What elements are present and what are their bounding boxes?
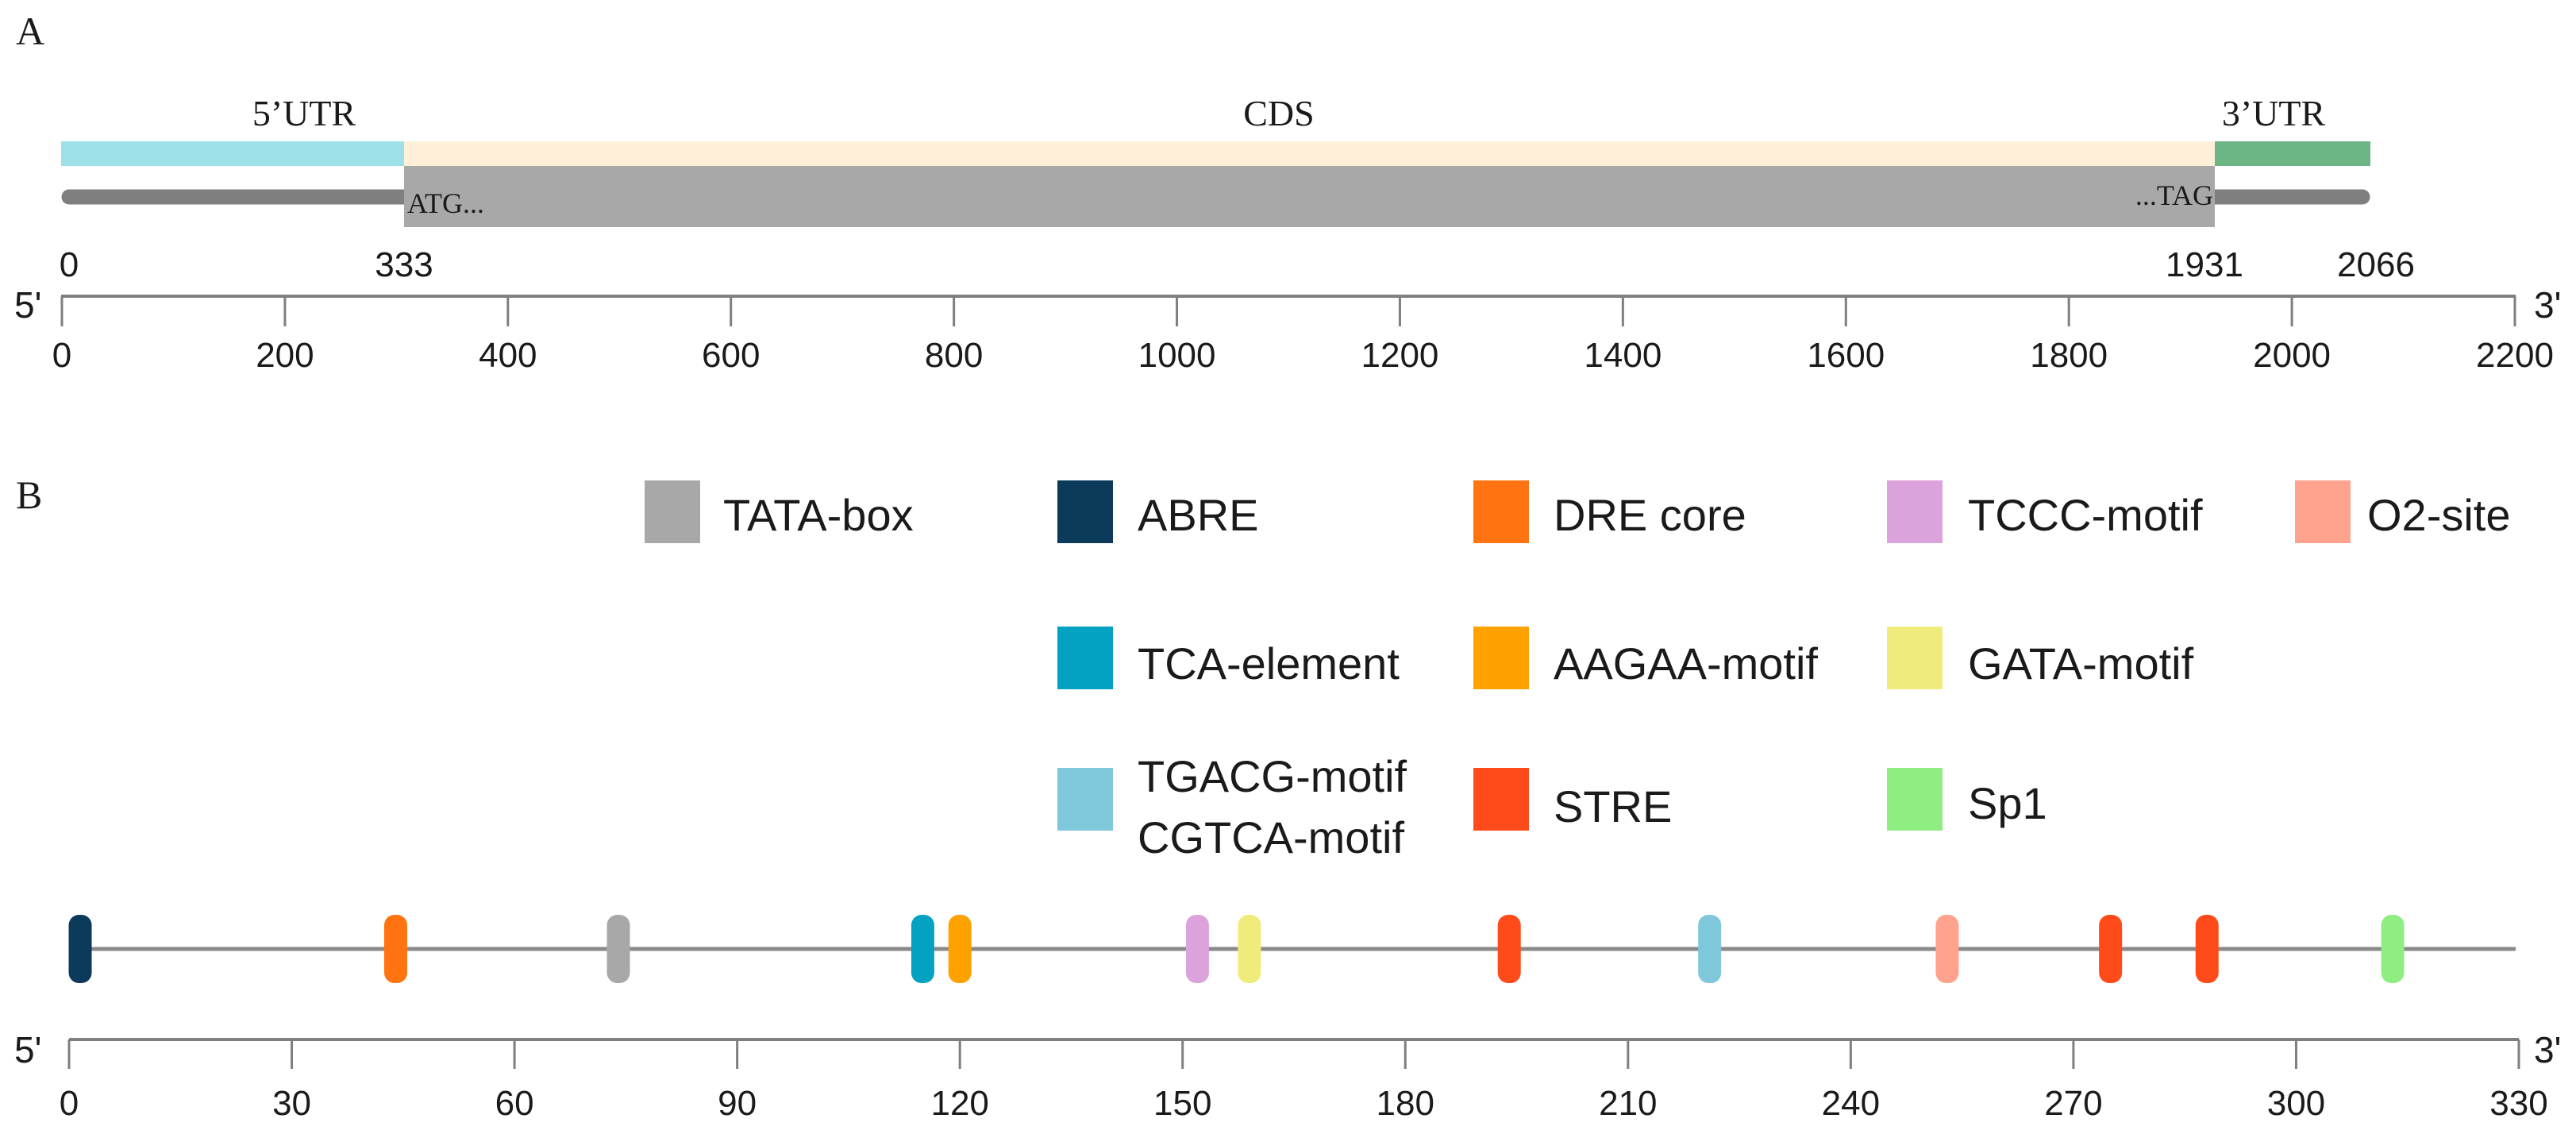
utr5-label: 5’UTR — [252, 93, 356, 133]
boundary-label: 2066 — [2337, 245, 2415, 284]
axis-b-tick-label: 210 — [1599, 1084, 1657, 1123]
legend-label: Sp1 — [1968, 778, 2047, 828]
legend-swatch — [1887, 480, 1943, 543]
legend-item-stre: STRE — [1473, 768, 1672, 831]
boundary-label: 0 — [60, 245, 79, 284]
legend-swatch — [1057, 768, 1113, 831]
axis-b-tick-label: 90 — [718, 1084, 757, 1123]
axis-a-tick-label: 2200 — [2476, 336, 2554, 375]
axis-b-tick-label: 330 — [2489, 1084, 2547, 1123]
legend-item-tgacg-cgtca-motif: TGACG-motif CGTCA-motif — [1057, 751, 1407, 862]
axis-a-tick-label: 600 — [702, 336, 760, 375]
axis-a: 5' 3' 0 200 400 600 800 1000 1200 1400 1600 1800 2… — [14, 284, 2561, 375]
axis-b-tick-label: 60 — [495, 1084, 534, 1123]
axis-b: 5' 3' 0 30 60 90 120 150 180 210 240 270 300 330 — [14, 1029, 2561, 1123]
legend-swatch — [645, 480, 700, 543]
legend-swatch — [2295, 480, 2351, 543]
cis-element-marker — [1497, 915, 1521, 983]
legend-label: DRE core — [1554, 490, 1746, 540]
axis-a-tick-label: 800 — [925, 336, 983, 375]
start-codon-label: ATG... — [407, 187, 484, 219]
cis-element-marker — [911, 915, 934, 983]
legend-label: TCCC-motif — [1968, 490, 2203, 540]
cis-element-marker — [68, 915, 92, 983]
cis-element-marker — [1935, 915, 1959, 983]
axis-a-tick-label: 200 — [256, 336, 314, 375]
axis-b-tick-label: 240 — [1822, 1084, 1880, 1123]
legend-item-tccc-motif: TCCC-motif — [1887, 480, 2203, 543]
cis-element-marker — [2099, 915, 2123, 983]
axis-a-tick-label: 1600 — [1807, 336, 1885, 375]
legend-item-abre: ABRE — [1057, 480, 1259, 543]
legend-item-gata-motif: GATA-motif — [1887, 627, 2194, 689]
panel-a-label: A — [16, 9, 44, 53]
legend-label: TATA-box — [723, 490, 914, 540]
axis-a-tick-label: 1800 — [2030, 336, 2108, 375]
cis-element-marker — [1185, 915, 1209, 983]
cds-label: CDS — [1243, 93, 1314, 133]
legend-label: ABRE — [1138, 490, 1259, 540]
panel-a: A 5’UTR CDS 3’UTR ATG... ...TAG 0 333 19… — [14, 9, 2561, 375]
cis-element-marker — [2195, 915, 2219, 983]
cis-element-marker — [948, 915, 972, 983]
cis-element-marker — [606, 915, 630, 983]
legend-item-sp1: Sp1 — [1887, 768, 2047, 831]
axis-b-tick-label: 300 — [2267, 1084, 2325, 1123]
cds-box — [404, 166, 2215, 227]
axis-a-ticks: 0 200 400 600 800 1000 1200 1400 1600 1800 2000 220… — [52, 296, 2554, 375]
axis-b-tick-label: 30 — [272, 1084, 311, 1123]
axis-a-tick-label: 1400 — [1584, 336, 1662, 375]
legend-item-aagaa-motif: AAGAA-motif — [1473, 627, 1818, 689]
axis-b-tick-label: 120 — [930, 1084, 988, 1123]
legend: TATA-box ABRE DRE core TCCC-motif O2-sit… — [645, 480, 2511, 862]
legend-swatch — [1473, 627, 1529, 689]
axis-b-tick-label: 150 — [1153, 1084, 1211, 1123]
boundary-label: 333 — [375, 245, 433, 284]
axis-b-3prime-label: 3' — [2534, 1029, 2561, 1070]
legend-item-dre-core: DRE core — [1473, 480, 1746, 543]
cis-element-marker — [383, 915, 407, 983]
legend-swatch — [1473, 768, 1529, 831]
axis-b-5prime-label: 5' — [14, 1029, 41, 1070]
axis-a-tick-label: 1200 — [1361, 336, 1439, 375]
legend-swatch — [1057, 627, 1113, 689]
stop-codon-label: ...TAG — [2135, 179, 2213, 211]
utr5-bar — [61, 141, 404, 166]
panel-b: B TATA-box ABRE DRE core TCCC-motif O2- — [14, 472, 2561, 1123]
legend-swatch — [1887, 768, 1943, 831]
legend-label: STRE — [1554, 781, 1672, 831]
cis-element-marker — [2381, 915, 2405, 983]
axis-a-tick-label: 2000 — [2253, 336, 2331, 375]
axis-b-tick-label: 270 — [2044, 1084, 2102, 1123]
utr3-label: 3’UTR — [2222, 93, 2326, 133]
axis-b-tick-label: 180 — [1377, 1084, 1434, 1123]
legend-label: GATA-motif — [1968, 638, 2194, 688]
legend-label-line2: CGTCA-motif — [1138, 812, 1404, 862]
cis-element-markers — [68, 915, 2405, 983]
legend-swatch — [1473, 480, 1529, 543]
legend-swatch — [1057, 480, 1113, 543]
cds-bar — [404, 141, 2215, 166]
legend-label: O2-site — [2367, 490, 2511, 540]
axis-b-ticks: 0 30 60 90 120 150 180 210 240 270 300 330 — [60, 1039, 2548, 1123]
axis-a-tick-label: 1000 — [1138, 336, 1216, 375]
panel-b-label: B — [16, 472, 42, 517]
legend-swatch — [1887, 627, 1943, 689]
axis-a-tick-label: 0 — [52, 336, 71, 375]
axis-a-5prime-label: 5' — [14, 284, 41, 326]
axis-a-tick-label: 400 — [479, 336, 537, 375]
utr3-bar — [2215, 141, 2370, 166]
legend-label: AAGAA-motif — [1554, 638, 1818, 688]
cis-element-marker — [1698, 915, 1722, 983]
legend-item-tca-element: TCA-element — [1057, 627, 1400, 689]
legend-label: TCA-element — [1138, 638, 1400, 688]
axis-a-3prime-label: 3' — [2534, 284, 2561, 326]
boundary-label: 1931 — [2166, 245, 2243, 284]
axis-b-tick-label: 0 — [60, 1084, 79, 1123]
legend-item-tata-box: TATA-box — [645, 480, 914, 543]
cis-element-marker — [1238, 915, 1261, 983]
legend-item-o2-site: O2-site — [2295, 480, 2511, 543]
legend-label: TGACG-motif — [1138, 751, 1407, 801]
